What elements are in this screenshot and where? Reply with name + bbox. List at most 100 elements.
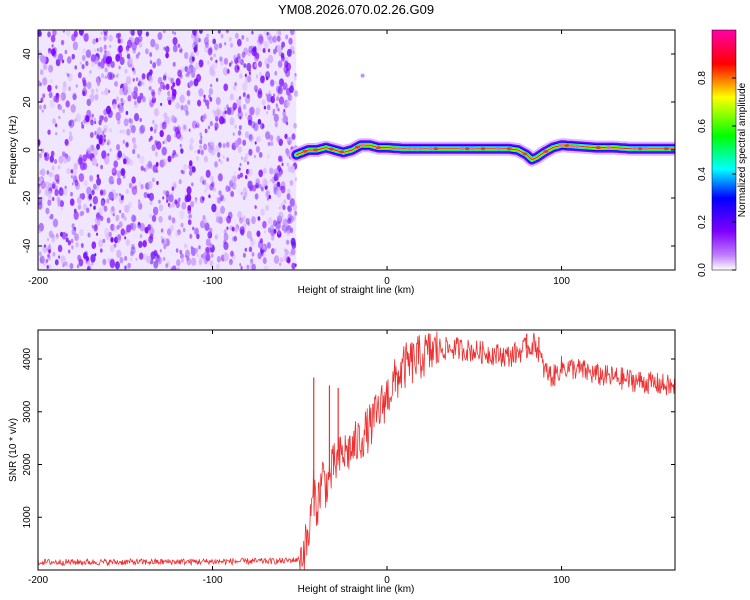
top-y-axis-label: Frequency (Hz) xyxy=(8,116,19,185)
noise-blob xyxy=(144,226,149,234)
noise-blob xyxy=(83,252,88,260)
noise-blob xyxy=(126,128,131,136)
noise-blob xyxy=(212,109,215,114)
noise-blob xyxy=(52,118,56,124)
noise-blob xyxy=(266,154,270,159)
noise-blob xyxy=(117,38,121,44)
signal-peak xyxy=(412,147,418,151)
noise-blob xyxy=(267,217,273,225)
noise-blob xyxy=(187,219,192,226)
noise-blob xyxy=(272,48,277,55)
noise-blob xyxy=(58,255,61,259)
noise-blob xyxy=(269,134,274,142)
noise-blob xyxy=(211,181,215,188)
noise-blob xyxy=(203,113,207,120)
noise-blob xyxy=(111,166,116,174)
noise-blob xyxy=(103,44,107,50)
noise-blob xyxy=(208,194,211,199)
noise-blob xyxy=(232,85,237,91)
noise-blob xyxy=(69,198,75,206)
noise-blob xyxy=(162,123,166,128)
noise-blob xyxy=(197,149,201,154)
noise-blob xyxy=(98,207,103,215)
noise-blob xyxy=(243,47,248,56)
noise-blob xyxy=(134,184,138,190)
noise-blob xyxy=(257,216,261,221)
noise-blob xyxy=(205,238,211,247)
noise-blob xyxy=(183,104,189,112)
signal-peak xyxy=(302,149,308,153)
noise-blob xyxy=(98,239,104,248)
noise-blob xyxy=(198,245,201,250)
noise-blob xyxy=(237,210,242,219)
noise-blob xyxy=(151,214,157,223)
noise-blob xyxy=(205,169,211,178)
noise-blob xyxy=(132,47,136,54)
noise-blob xyxy=(62,30,66,33)
noise-blob xyxy=(285,100,291,108)
noise-blob xyxy=(223,83,229,92)
noise-blob xyxy=(103,36,107,42)
noise-blob xyxy=(256,230,261,237)
noise-blob xyxy=(279,257,284,263)
noise-blob xyxy=(65,262,70,268)
noise-blob xyxy=(285,87,291,96)
noise-blob xyxy=(162,30,166,34)
noise-blob xyxy=(197,99,202,107)
noise-blob xyxy=(63,188,68,196)
noise-blob xyxy=(182,170,185,175)
noise-blob xyxy=(102,189,107,196)
noise-blob xyxy=(273,228,277,234)
noise-blob xyxy=(91,189,95,196)
noise-blob xyxy=(209,120,214,127)
noise-blob xyxy=(137,80,142,87)
noise-blob xyxy=(199,132,203,137)
noise-blob xyxy=(286,136,293,146)
noise-blob xyxy=(289,227,294,234)
noise-blob xyxy=(71,167,78,177)
noise-blob xyxy=(137,51,141,56)
noise-blob xyxy=(210,56,213,61)
noise-blob xyxy=(138,35,143,43)
noise-blob xyxy=(180,257,185,264)
noise-blob xyxy=(94,93,99,101)
noise-blob xyxy=(70,175,73,179)
noise-blob xyxy=(179,143,182,148)
noise-blob xyxy=(177,43,181,48)
noise-blob xyxy=(115,33,120,39)
noise-blob xyxy=(99,189,104,196)
noise-blob xyxy=(181,201,187,210)
noise-blob xyxy=(55,96,60,103)
noise-blob xyxy=(85,32,89,39)
noise-blob xyxy=(292,215,296,221)
noise-blob xyxy=(257,37,263,47)
noise-blob xyxy=(241,215,246,222)
noise-blob xyxy=(233,54,237,60)
noise-blob xyxy=(199,144,203,150)
noise-blob xyxy=(47,31,51,38)
noise-blob xyxy=(122,139,126,144)
noise-blob xyxy=(92,183,97,190)
signal-peak xyxy=(428,147,434,151)
noise-blob xyxy=(187,205,192,212)
noise-blob xyxy=(156,180,159,185)
noise-blob xyxy=(158,215,163,223)
signal-peak xyxy=(543,150,549,153)
noise-blob xyxy=(294,210,298,216)
noise-blob xyxy=(202,179,207,186)
noise-blob xyxy=(87,147,92,155)
noise-blob xyxy=(220,34,224,39)
noise-blob xyxy=(138,181,141,185)
noise-blob xyxy=(206,246,212,255)
noise-blob xyxy=(109,148,112,152)
noise-blob xyxy=(256,39,260,44)
noise-blob xyxy=(224,42,227,46)
noise-blob xyxy=(131,186,135,191)
y-tick-label: 3000 xyxy=(22,400,33,423)
noise-blob xyxy=(82,47,86,54)
noise-blob xyxy=(145,48,149,55)
noise-blob xyxy=(168,215,172,221)
noise-blob xyxy=(242,92,246,98)
noise-blob xyxy=(192,30,198,35)
